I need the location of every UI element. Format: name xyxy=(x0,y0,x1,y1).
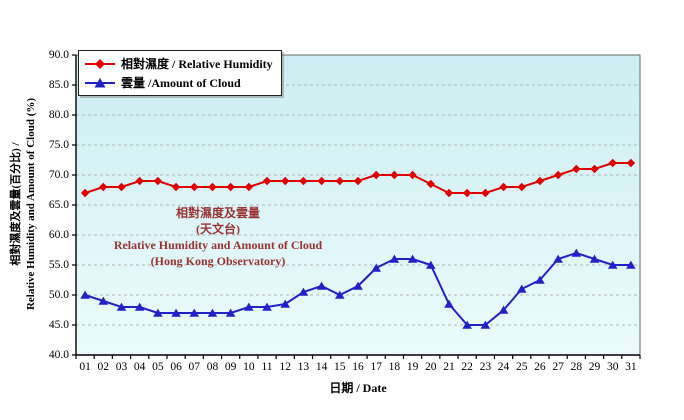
x-axis-title: 日期 / Date xyxy=(329,381,387,395)
x-axis-tick-label: 24 xyxy=(497,361,510,373)
annotation-line-1: 相對濕度及雲量 xyxy=(175,206,260,220)
y-axis-tick-label: 40.0 xyxy=(48,349,69,361)
x-axis-tick-label: 05 xyxy=(152,361,164,373)
y-axis-tick-label: 75.0 xyxy=(48,139,69,151)
y-axis-title-line-2: Relative Humidity and Amount of Cloud (%… xyxy=(25,97,37,311)
x-axis-tick-label: 23 xyxy=(479,361,492,373)
x-axis-tick-label: 04 xyxy=(133,361,146,373)
x-axis-tick-label: 10 xyxy=(243,361,255,373)
legend-item-humidity: 相對濕度 / Relative Humidity xyxy=(84,54,273,73)
x-axis-tick-label: 27 xyxy=(552,361,564,373)
x-axis-tick-label: 20 xyxy=(425,361,437,373)
y-axis-tick-label: 50.0 xyxy=(48,289,69,301)
x-axis-tick-label: 01 xyxy=(79,361,91,373)
y-axis-tick-label: 90.0 xyxy=(48,49,69,61)
x-axis-tick-label: 09 xyxy=(224,361,237,373)
y-axis-title: 相對濕度及雲量(百分比) / Relative Humidity and Amo… xyxy=(9,39,39,369)
y-axis-tick-label: 85.0 xyxy=(48,79,69,91)
x-axis-tick-label: 17 xyxy=(370,361,382,373)
y-axis-tick-label: 65.0 xyxy=(48,199,69,211)
y-axis-title-line-1: 相對濕度及雲量(百分比) / xyxy=(10,142,22,266)
x-axis-tick-label: 06 xyxy=(170,361,182,373)
chart-annotation: 相對濕度及雲量 (天文台) Relative Humidity and Amou… xyxy=(68,205,368,269)
x-axis-tick-label: 19 xyxy=(406,361,419,373)
legend-item-cloud: 雲量 /Amount of Cloud xyxy=(84,73,273,92)
y-axis-tick-label: 55.0 xyxy=(48,259,69,271)
x-axis-tick-label: 26 xyxy=(534,361,546,373)
legend-label-humidity: 相對濕度 / Relative Humidity xyxy=(121,57,273,71)
y-axis-tick-label: 70.0 xyxy=(48,169,69,181)
humidity-line-diamond-icon xyxy=(85,58,115,69)
annotation-line-4: (Hong Kong Observatory) xyxy=(150,254,286,268)
x-axis-tick-label: 22 xyxy=(461,361,473,373)
x-axis-tick-label: 15 xyxy=(334,361,346,373)
x-axis-tick-label: 21 xyxy=(443,361,455,373)
annotation-line-3: Relative Humidity and Amount of Cloud xyxy=(113,238,323,252)
annotation-line-2: (天文台) xyxy=(196,222,240,236)
y-axis-tick-label: 80.0 xyxy=(48,109,69,121)
y-axis-tick-label: 45.0 xyxy=(48,319,69,331)
y-axis-tick-label: 60.0 xyxy=(48,229,69,241)
x-axis-tick-label: 11 xyxy=(261,361,273,373)
x-axis-tick-label: 25 xyxy=(515,361,528,373)
x-axis-tick-label: 31 xyxy=(625,361,637,373)
x-axis-tick-label: 13 xyxy=(297,361,310,373)
x-axis-tick-label: 08 xyxy=(206,361,219,373)
x-axis-tick-label: 12 xyxy=(279,361,291,373)
x-axis-tick-label: 18 xyxy=(388,361,401,373)
legend: 相對濕度 / Relative Humidity 雲量 /Amount of C… xyxy=(78,50,282,96)
x-axis-tick-label: 30 xyxy=(606,361,619,373)
cloud-line-triangle-icon xyxy=(85,77,115,87)
legend-label-cloud: 雲量 /Amount of Cloud xyxy=(121,76,241,90)
x-axis-tick-label: 28 xyxy=(570,361,583,373)
x-axis-tick-label: 14 xyxy=(315,361,328,373)
x-axis-tick-label: 07 xyxy=(188,361,201,373)
x-axis-tick-label: 03 xyxy=(115,361,128,373)
x-axis-tick-label: 02 xyxy=(97,361,110,373)
x-axis-tick-label: 16 xyxy=(352,361,364,373)
x-axis-tick-label: 29 xyxy=(588,361,601,373)
